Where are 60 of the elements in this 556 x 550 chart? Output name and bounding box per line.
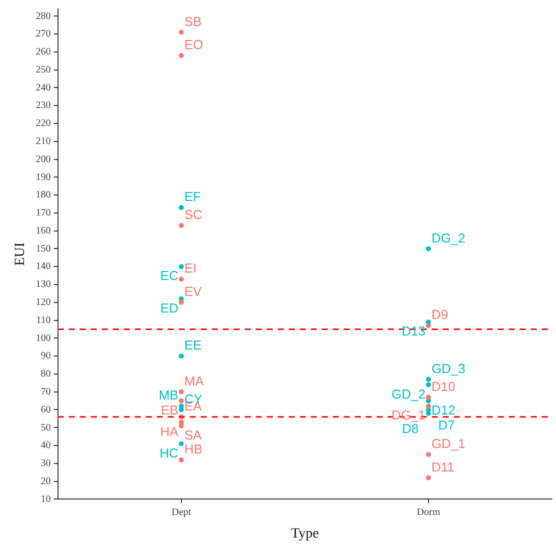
y-tick-label: 200 [36,154,51,165]
annotation: EF [184,189,202,204]
annotation: EE [184,338,202,353]
annotation: D13 [402,324,426,339]
y-tick-label: 70 [40,386,51,398]
y-axis-title: EUI [13,242,28,266]
y-tick-label: 270 [36,28,51,40]
annotation: EC [160,268,178,284]
y-tick-label: 150 [36,243,51,254]
y-tick-label: 250 [36,64,51,76]
x-tick-label: Dept [172,506,192,518]
y-tick-label: 230 [36,100,51,112]
annotation: GD_1 [431,436,466,452]
y-tick-label: 140 [36,261,51,272]
y-tick-label: 110 [36,314,51,326]
y-tick-label: 220 [36,118,51,130]
annotation: GD_3 [431,360,466,376]
annotation: D7 [438,417,455,432]
y-tick-label: 190 [36,172,51,183]
y-tick-label: 90 [40,350,51,362]
annotation: EV [184,284,202,299]
y-tick-label: 180 [36,190,51,201]
y-tick-label: 100 [36,332,51,344]
annotation: GD_2 [391,386,426,402]
y-tick-label: 20 [40,476,51,487]
annotation: D8 [402,420,419,436]
y-tick-label: 210 [36,136,51,148]
y-tick-label: 50 [40,422,51,434]
annotation: EO [184,37,204,52]
y-tick-label: 170 [36,208,51,219]
annotation: D10 [431,378,456,394]
y-tick-label: 120 [36,297,51,308]
annotation: HB [184,441,202,456]
y-tick-label: 80 [40,368,51,380]
y-tick-label: 240 [36,82,51,94]
y-tick-label: 160 [36,225,51,236]
y-tick-label: 60 [40,404,51,416]
x-tick-label: Dorm [416,506,440,518]
y-tick-label: 40 [40,440,51,452]
annotation: MB [158,388,178,403]
annotation: HA [160,424,179,439]
annotation: ED [160,300,178,316]
annotation: MA [184,373,204,388]
annotation: SA [184,427,202,442]
annotation: SC [184,207,202,222]
annotation: D12 [431,402,456,418]
annotation: DG_2 [431,230,466,246]
annotation: SB [184,14,202,29]
y-tick-label: 130 [36,279,51,290]
y-tick-label: 260 [36,46,51,58]
y-tick-label: 280 [36,10,51,22]
annotation: D11 [431,459,454,474]
annotation: EB [161,402,178,418]
annotation: HC [160,445,178,460]
annotation: EI [184,260,197,276]
y-tick-label: 10 [40,494,51,505]
y-tick-label: 30 [40,458,51,470]
annotation: DG_1 [391,408,426,423]
x-axis-title: Type [291,526,319,542]
annotation: D9 [431,307,448,322]
